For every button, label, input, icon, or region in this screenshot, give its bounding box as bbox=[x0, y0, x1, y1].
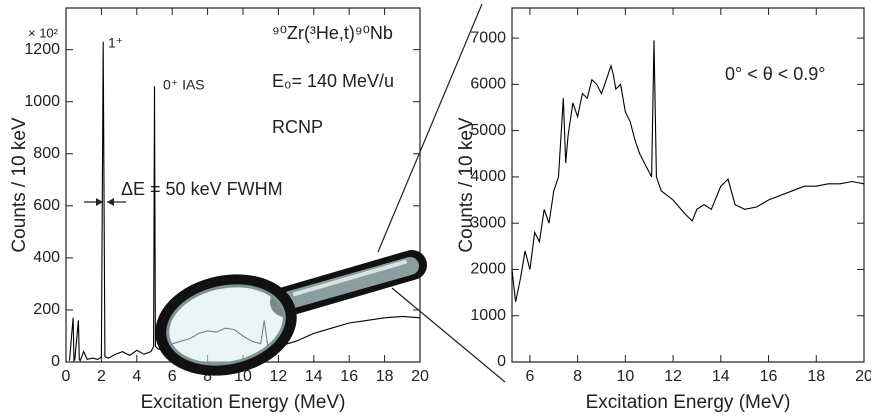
y-tick-label: 0 bbox=[51, 353, 60, 370]
y-tick-label: 4000 bbox=[470, 168, 506, 185]
annotation: ΔE = 50 keV FWHM bbox=[121, 179, 283, 199]
y-tick-label: 400 bbox=[33, 249, 60, 266]
magnifier-highlight bbox=[293, 260, 407, 296]
magnifier-handle bbox=[281, 257, 419, 309]
x-axis-label: Excitation Energy (MeV) bbox=[586, 392, 791, 413]
x-tick-label: 20 bbox=[855, 368, 871, 385]
x-tick-label: 6 bbox=[168, 368, 177, 385]
y-tick-label: 3000 bbox=[470, 214, 506, 231]
y-tick-label: 6000 bbox=[470, 76, 506, 93]
annotation: E₀= 140 MeV/u bbox=[272, 71, 394, 91]
x-tick-label: 18 bbox=[807, 368, 825, 385]
plots: 0 2 4 6 8 10 12 14 16 18 20020040060080010001200Ex… bbox=[9, 7, 871, 413]
x-tick-label: 8 bbox=[573, 368, 582, 385]
zoom-line bbox=[377, 3, 483, 253]
x-tick-label: 4 bbox=[132, 368, 141, 385]
magnifier bbox=[155, 250, 427, 376]
y-tick-label: 1200 bbox=[24, 41, 60, 58]
y-tick-label: 0 bbox=[497, 353, 506, 370]
annotation: RCNP bbox=[272, 117, 323, 137]
y-tick-label: 1000 bbox=[470, 307, 506, 324]
annotation: 0⁺ IAS bbox=[163, 77, 205, 93]
y-tick-label: 5000 bbox=[470, 122, 506, 139]
fwhm-arrowhead bbox=[107, 198, 114, 206]
x-tick-label: 16 bbox=[760, 368, 778, 385]
y-tick-label: 800 bbox=[33, 145, 60, 162]
annotation: ⁹⁰Zr(³He,t)⁹⁰Nb bbox=[272, 23, 393, 43]
fwhm-arrowhead bbox=[96, 198, 103, 206]
x-tick-label: 12 bbox=[270, 368, 288, 385]
x-tick-label: 20 bbox=[411, 368, 429, 385]
x-tick-label: 10 bbox=[616, 368, 634, 385]
spectrum-line bbox=[511, 40, 865, 302]
y-tick-label: 600 bbox=[33, 197, 60, 214]
zoom-line bbox=[391, 287, 506, 383]
x-tick-label: 12 bbox=[664, 368, 682, 385]
x-axis-label: Excitation Energy (MeV) bbox=[141, 392, 346, 413]
plot-frame bbox=[511, 7, 865, 363]
magnifier-rim bbox=[166, 284, 286, 366]
y-tick-label: 2000 bbox=[470, 261, 506, 278]
y-tick-label: 1000 bbox=[24, 93, 60, 110]
annotation: 0° < θ < 0.9° bbox=[725, 64, 825, 84]
x-tick-label: 18 bbox=[376, 368, 394, 385]
x-tick-label: 6 bbox=[525, 368, 534, 385]
x-tick-label: 16 bbox=[340, 368, 358, 385]
annotation: 1⁺ bbox=[108, 35, 123, 51]
magnifier-lens bbox=[155, 274, 297, 376]
y-axis-label: Counts / 10 keV bbox=[9, 117, 30, 253]
y-multiplier: × 10² bbox=[28, 25, 59, 40]
x-tick-label: 8 bbox=[203, 368, 212, 385]
y-tick-label: 200 bbox=[33, 301, 60, 318]
x-tick-label: 2 bbox=[97, 368, 106, 385]
y-tick-label: 7000 bbox=[470, 29, 506, 46]
x-tick-label: 14 bbox=[305, 368, 323, 385]
x-tick-label: 14 bbox=[712, 368, 730, 385]
x-tick-label: 0 bbox=[62, 368, 71, 385]
y-axis-label: Counts / 10 keV bbox=[456, 117, 477, 253]
